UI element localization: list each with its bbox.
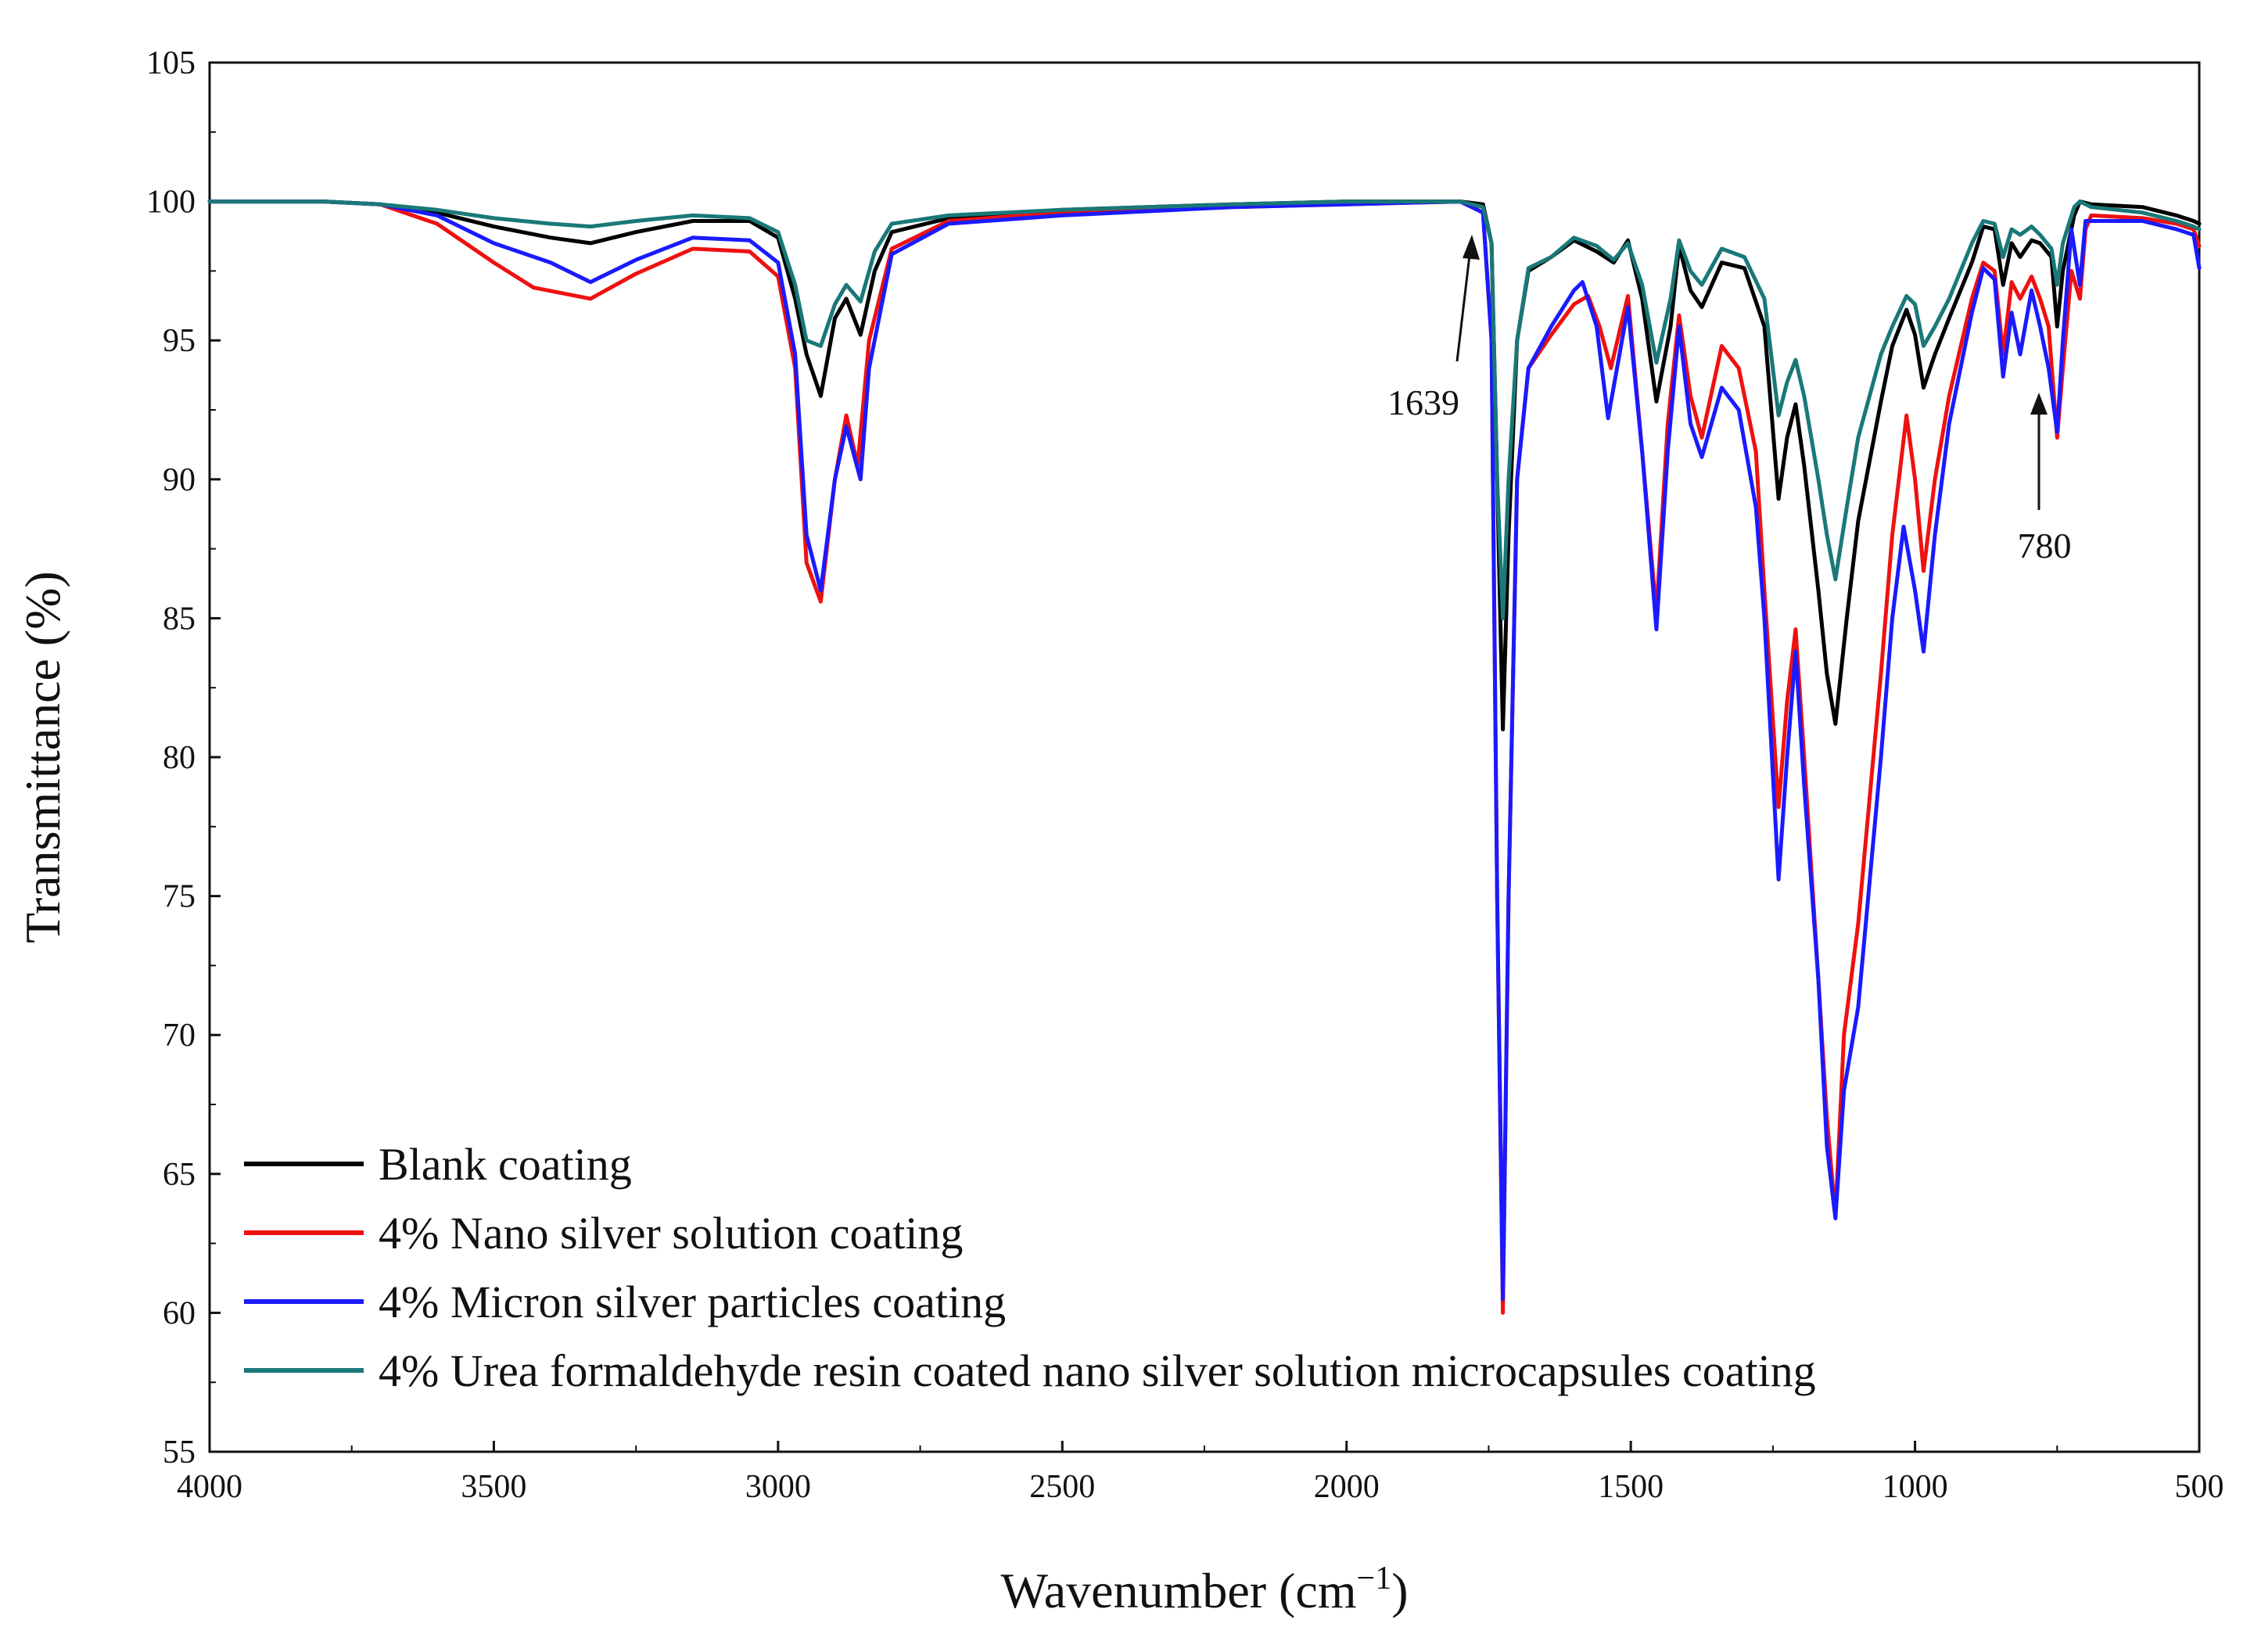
y-axis-title: Transmittance (%): [15, 571, 70, 943]
x-tick-label: 1000: [1883, 1469, 1948, 1505]
x-tick-label: 500: [2175, 1469, 2224, 1505]
y-tick-label: 55: [163, 1435, 196, 1471]
y-tick-label: 60: [163, 1295, 196, 1331]
x-axis-title-exponent: −1: [1357, 1560, 1392, 1596]
y-tick-label: 70: [163, 1018, 196, 1054]
x-tick-label: 1500: [1598, 1469, 1664, 1505]
legend-label-2: 4% Nano silver solution coating: [379, 1208, 963, 1259]
series-line-4: [207, 199, 2202, 620]
legend-label-3: 4% Micron silver particles coating: [379, 1277, 1006, 1327]
axis-ticks: 4000 3500 3000 2500 2000 1500 1000 500 55 60 65 70 7…: [146, 45, 2224, 1505]
legend-label-1: Blank coating: [379, 1139, 632, 1190]
x-tick-label: 3000: [745, 1469, 811, 1505]
y-tick-label: 80: [163, 740, 196, 776]
legend: Blank coating 4% Nano silver solution coa…: [244, 1139, 1816, 1396]
x-axis-title-main: Wavenumber (cm: [1000, 1563, 1356, 1618]
annotation-arrowhead-780: [2030, 393, 2048, 415]
annotation-1639-label: 1639: [1387, 382, 1459, 422]
y-tick-label: 65: [163, 1157, 196, 1193]
x-axis-title: Wavenumber (cm−1): [1000, 1560, 1408, 1618]
y-tick-label: 75: [163, 879, 196, 915]
annotation-arrow-1639: [1455, 248, 1472, 362]
annotations: 1639 780: [1387, 235, 2072, 566]
legend-label-4: 4% Urea formaldehyde resin coated nano s…: [379, 1345, 1816, 1396]
x-tick-label: 2000: [1314, 1469, 1380, 1505]
annotation-arrowhead-1639: [1463, 235, 1480, 260]
x-tick-label: 4000: [177, 1469, 242, 1505]
y-tick-label: 105: [146, 45, 196, 81]
annotation-780-label: 780: [2018, 526, 2072, 566]
y-tick-label: 85: [163, 601, 196, 637]
series-lines: [207, 199, 2202, 1315]
y-tick-label: 90: [163, 462, 196, 498]
y-tick-label: 100: [146, 185, 196, 221]
y-tick-label: 95: [163, 323, 196, 359]
series-line-3: [207, 199, 2202, 1302]
x-axis-title-close: ): [1391, 1563, 1408, 1618]
x-tick-label: 3500: [461, 1469, 526, 1505]
x-tick-label: 2500: [1029, 1469, 1095, 1505]
